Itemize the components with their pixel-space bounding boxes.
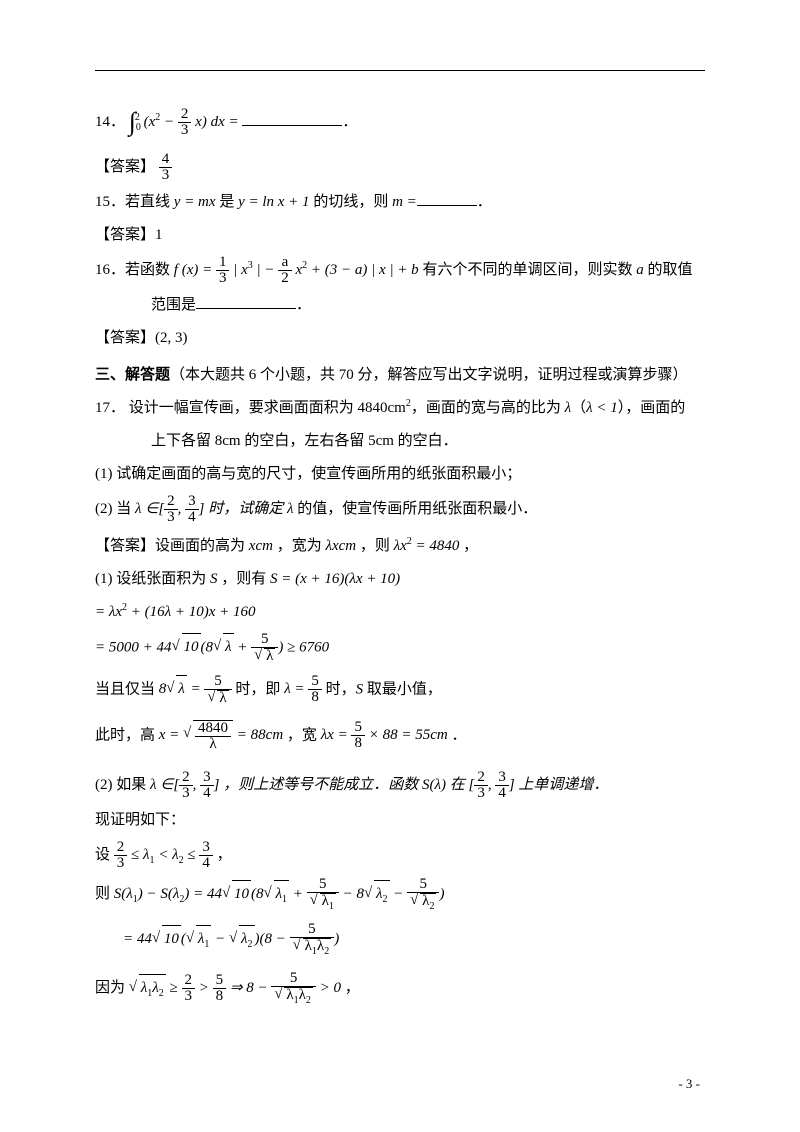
page-number: - 3 -	[678, 1076, 700, 1092]
q16: 16．若函数 f (x) = 13 | x3 | − a2 x2 + (3 − …	[95, 255, 705, 286]
q17-l1: 17． 设计一幅宣传画，要求画面面积为 4840cm2，画面的宽与高的比为 λ（…	[95, 395, 705, 422]
q17-answer: 【答案】设画面的高为 xcm ，宽为 λxcm ，则 λx2 = 4840 ，	[95, 533, 705, 560]
blank	[417, 191, 477, 206]
q17-p2s: (2) 如果 λ ∈[23, 34] ，则上述等号不能成立．函数 S(λ) 在 …	[95, 770, 705, 801]
q15-answer: 【答案】1	[95, 222, 705, 249]
section3: 三、解答题（本大题共 6 个小题，共 70 分，解答应写出文字说明，证明过程或演…	[95, 362, 705, 389]
q17-iff: 当且仅当 8λ = 5λ 时，即 λ = 58 时，S 取最小值，	[95, 674, 705, 706]
q15: 15．若直线 y = mx 是 y = ln x + 1 的切线，则 m =．	[95, 189, 705, 216]
q17-diff: 则 S(λ1) − S(λ2) = 4410(8λ1 + 5λ1 − 8λ2 −…	[95, 877, 705, 912]
q16-answer: 【答案】(2, 3)	[95, 325, 705, 352]
q17-e2: = 5000 + 4410(8λ + 5λ) ≥ 6760	[95, 632, 705, 664]
top-rule	[95, 70, 705, 71]
section-head: 三、解答题	[95, 367, 170, 383]
q14-expr: ∫02 (x2 − 23 x) dx =	[129, 114, 243, 130]
answer-label: 【答案】	[95, 227, 155, 243]
answer-label: 【答案】	[95, 538, 155, 554]
q17-hw: 此时，高 x = 4840λ = 88cm ，宽 λx = 58 × 88 = …	[95, 720, 705, 752]
q17-l2: 上下各留 8cm 的空白，左右各留 5cm 的空白．	[95, 428, 705, 455]
q17-let: 设 23 ≤ λ1 < λ2 ≤ 34 ，	[95, 840, 705, 871]
answer-label: 【答案】	[95, 330, 155, 346]
blank	[242, 111, 342, 126]
blank	[196, 294, 296, 309]
q15-num: 15．	[95, 194, 125, 210]
q14-num: 14．	[95, 114, 125, 130]
answer-label: 【答案】	[95, 159, 155, 175]
q17-num: 17．	[95, 400, 125, 416]
q17-because: 因为 λ1λ2 ≥ 23 > 58 ⇒ 8 − 5λ1λ2 > 0 ，	[95, 971, 705, 1006]
q14-ans: 43	[159, 152, 173, 183]
q17-s1: (1) 设纸张面积为 S ，则有 S = (x + 16)(λx + 10)	[95, 566, 705, 593]
page-content: 14． ∫02 (x2 − 23 x) dx = ． 【答案】 43 15．若直…	[95, 70, 705, 1012]
q17-proof: 现证明如下：	[95, 807, 705, 834]
q17-factor: = 4410(λ1 − λ2)(8 − 5λ1λ2)	[95, 922, 705, 957]
q14: 14． ∫02 (x2 − 23 x) dx = ．	[95, 99, 705, 146]
q14-answer: 【答案】 43	[95, 152, 705, 183]
q17-p1: (1) 试确定画面的高与宽的尺寸，使宣传画所用的纸张面积最小；	[95, 461, 705, 488]
q16-l2: 范围是．	[95, 292, 705, 319]
q16-fx: f (x) = 13 | x3 | − a2 x2 + (3 − a) | x …	[174, 262, 423, 278]
q16-num: 16．	[95, 262, 125, 278]
q17-p2: (2) 当 λ ∈[23, 34] 时，试确定 λ 的值，使宣传画所用纸张面积最…	[95, 494, 705, 525]
q17-e1: = λx2 + (16λ + 10)x + 160	[95, 599, 705, 626]
